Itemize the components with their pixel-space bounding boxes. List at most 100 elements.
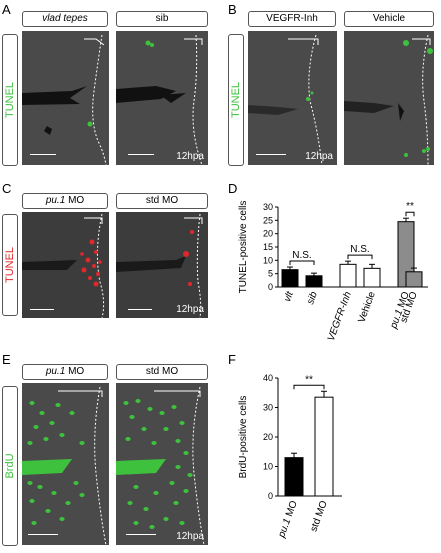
- time-label-a: 12hpa: [176, 151, 204, 162]
- bar: [363, 267, 381, 288]
- brdu-nucleus: [45, 509, 51, 513]
- label-pu1-mo-c: pu.1 MO: [22, 193, 108, 209]
- y-tick-label: 10: [263, 462, 273, 472]
- significance-bracket: [347, 254, 373, 260]
- label-vegfr-inh: VEGFR-Inh: [248, 11, 336, 27]
- brdu-nucleus: [169, 481, 175, 485]
- y-axis-label: BrdU-positive cells: [238, 396, 249, 479]
- brdu-nucleus: [147, 407, 153, 411]
- panel-letter-c: C: [2, 181, 12, 196]
- y-tick-label: 10: [263, 255, 273, 265]
- brdu-nucleus: [127, 501, 133, 505]
- brdu-nucleus: [179, 521, 185, 525]
- stain-label-c: TUNEL: [2, 214, 18, 316]
- time-label-e: 12hpa: [176, 531, 204, 542]
- significance-bracket: [405, 211, 415, 217]
- brdu-nucleus: [159, 411, 165, 415]
- label-std-mo-e: std MO: [116, 364, 208, 380]
- y-tick-label: 0: [268, 282, 273, 292]
- brdu-nucleus: [173, 501, 179, 505]
- brdu-nucleus: [27, 481, 33, 485]
- significance-bracket: [289, 260, 315, 265]
- brdu-nucleus: [51, 491, 57, 495]
- label-vehicle: Vehicle: [344, 11, 434, 27]
- brdu-nucleus: [141, 427, 147, 431]
- y-tick-label: 15: [263, 242, 273, 252]
- brdu-nucleus: [49, 421, 55, 425]
- brdu-nucleus: [133, 521, 139, 525]
- y-axis-label: TUNEL-positive cells: [238, 201, 249, 294]
- brdu-nucleus: [135, 399, 141, 403]
- micrograph-b-vehicle: [344, 31, 434, 165]
- y-tick-label: 0: [268, 491, 273, 501]
- brdu-nucleus: [73, 481, 79, 485]
- significance-label: N.S.: [350, 244, 369, 255]
- stain-label-a: TUNEL: [2, 34, 18, 166]
- bar: [284, 457, 304, 497]
- micrograph-c-std-mo: 12hpa: [116, 212, 208, 318]
- brdu-nucleus: [129, 415, 135, 419]
- brdu-nucleus: [59, 517, 65, 521]
- label-sib: sib: [116, 11, 208, 27]
- bar: [339, 263, 357, 288]
- brdu-nucleus: [163, 427, 169, 431]
- brdu-nucleus: [123, 401, 129, 405]
- panel-letter-f: F: [228, 352, 236, 367]
- brdu-nucleus: [151, 441, 157, 445]
- brdu-nucleus: [143, 507, 149, 511]
- bar: [314, 396, 334, 497]
- y-tick-label: 20: [263, 432, 273, 442]
- panel-letter-a: A: [2, 2, 11, 17]
- bar: [305, 275, 323, 288]
- micrograph-a-sib: 12hpa: [116, 31, 208, 165]
- brdu-nucleus: [29, 499, 35, 503]
- x-tick-label: std MO: [308, 499, 329, 533]
- brdu-nucleus: [55, 403, 61, 407]
- y-tick-label: 20: [263, 229, 273, 239]
- panel-letter-b: B: [228, 2, 237, 17]
- bar: [405, 271, 423, 288]
- y-tick-label: 30: [263, 202, 273, 212]
- micrograph-a-vlad-tepes: [22, 31, 109, 165]
- bar: [281, 269, 299, 288]
- panel-letter-e: E: [2, 352, 11, 367]
- x-tick-label: VEGFR-Inh: [326, 290, 354, 342]
- brdu-nucleus: [37, 485, 43, 489]
- micrograph-c-pu1-mo: [22, 212, 109, 318]
- label-std-mo-c: std MO: [116, 193, 208, 209]
- micrograph-e-std-mo: 12hpa: [116, 383, 208, 545]
- brdu-nucleus: [183, 489, 189, 493]
- x-tick-label: pu.1 MO: [276, 499, 300, 540]
- brdu-nucleus: [183, 451, 189, 455]
- significance-label: **: [406, 201, 414, 212]
- brdu-nucleus: [79, 441, 85, 445]
- brdu-nucleus: [175, 465, 181, 469]
- brdu-nucleus: [187, 473, 193, 477]
- y-tick-label: 30: [263, 403, 273, 413]
- significance-bracket: [293, 384, 325, 390]
- stain-label-b: TUNEL: [228, 34, 244, 166]
- x-tick-label: sib: [305, 290, 320, 306]
- x-tick-label: Vehicle: [356, 290, 378, 324]
- brdu-nucleus: [31, 521, 37, 525]
- brdu-nucleus: [133, 485, 139, 489]
- brdu-nucleus: [175, 439, 181, 443]
- brdu-nucleus: [65, 501, 71, 505]
- brdu-nucleus: [39, 411, 45, 415]
- brdu-nucleus: [149, 525, 155, 529]
- chart-f: 0 10 20 30 40 BrdU-positive cells pu.1 MO std M…: [236, 368, 356, 548]
- x-tick-label: vlt: [282, 289, 296, 303]
- brdu-nucleus: [125, 437, 131, 441]
- brdu-nucleus: [59, 433, 65, 437]
- brdu-nucleus: [33, 425, 39, 429]
- y-tick-label: 40: [263, 373, 273, 383]
- brdu-nucleus: [43, 437, 49, 441]
- significance-label: **: [305, 374, 313, 385]
- brdu-nucleus: [179, 421, 185, 425]
- label-pu1-mo-e: pu.1 MO: [22, 364, 108, 380]
- brdu-nucleus: [69, 411, 75, 415]
- brdu-nucleus: [163, 517, 169, 521]
- brdu-nucleus: [153, 491, 159, 495]
- label-vlad-tepes: vlad tepes: [22, 11, 108, 27]
- stain-label-e: BrdU: [2, 386, 18, 546]
